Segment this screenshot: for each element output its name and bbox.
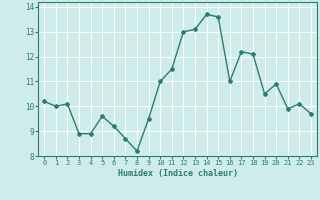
- X-axis label: Humidex (Indice chaleur): Humidex (Indice chaleur): [118, 169, 238, 178]
